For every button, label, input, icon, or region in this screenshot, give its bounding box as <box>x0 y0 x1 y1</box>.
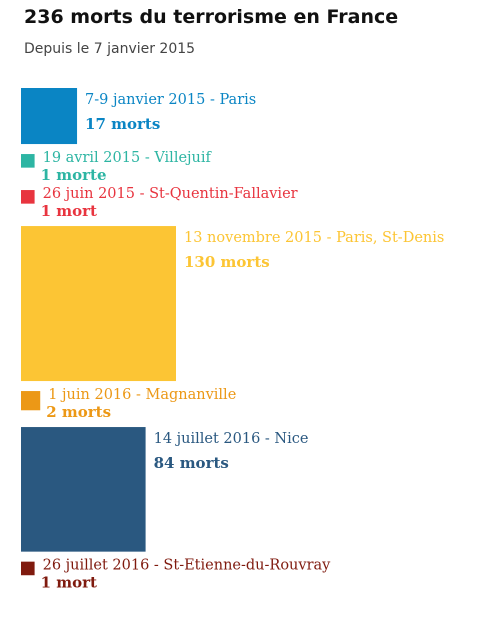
chart-title: 236 morts du terrorisme en France <box>24 6 399 28</box>
death-count-13-novembre-2015-paris-st-denis: 130 morts <box>184 253 270 271</box>
death-count-26-juillet-2016-st-etienne-du-rouvray: 1 mort <box>41 574 97 592</box>
event-label-1-juin-2016-magnanville: 1 juin 2016 - Magnanville <box>48 387 236 403</box>
event-label-26-juin-2015-st-quentin-fallavier: 26 juin 2015 - St-Quentin-Fallavier <box>43 186 298 202</box>
square-7-9-janvier-2015-paris <box>21 88 78 145</box>
chart-subtitle: Depuis le 7 janvier 2015 <box>24 41 196 57</box>
square-26-juillet-2016-st-etienne-du-rouvray <box>21 561 35 576</box>
event-label-13-novembre-2015-paris-st-denis: 13 novembre 2015 - Paris, St-Denis <box>184 230 444 246</box>
square-26-juin-2015-st-quentin-fallavier <box>21 190 35 204</box>
death-count-7-9-janvier-2015-paris: 17 morts <box>85 115 160 133</box>
event-label-7-9-janvier-2015-paris: 7-9 janvier 2015 - Paris <box>85 92 256 108</box>
square-13-novembre-2015-paris-st-denis <box>21 226 176 382</box>
death-count-1-juin-2016-magnanville: 2 morts <box>46 403 111 421</box>
event-label-14-juillet-2016-nice: 14 juillet 2016 - Nice <box>154 431 309 447</box>
event-label-19-avril-2015-villejuif: 19 avril 2015 - Villejuif <box>43 150 213 166</box>
square-14-juillet-2016-nice <box>21 427 146 552</box>
square-1-juin-2016-magnanville <box>21 391 41 411</box>
event-label-26-juillet-2016-st-etienne-du-rouvray: 26 juillet 2016 - St-Etienne-du-Rouvray <box>43 558 332 574</box>
death-count-14-juillet-2016-nice: 84 morts <box>154 454 229 472</box>
death-count-19-avril-2015-villejuif: 1 morte <box>41 166 107 184</box>
death-count-26-juin-2015-st-quentin-fallavier: 1 mort <box>41 202 97 220</box>
square-19-avril-2015-villejuif <box>21 154 35 168</box>
